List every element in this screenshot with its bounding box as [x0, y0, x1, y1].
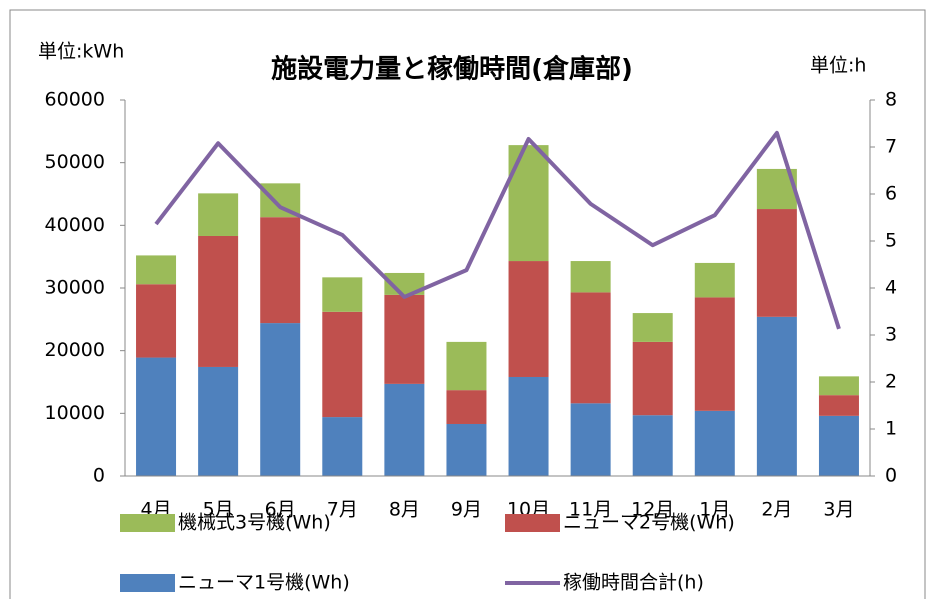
bar: [570, 292, 611, 404]
bar: [446, 390, 487, 424]
legend-swatch: [120, 574, 175, 592]
bar: [818, 395, 859, 416]
bar: [818, 376, 859, 396]
bar: [322, 417, 363, 476]
bar: [632, 415, 673, 476]
y-tick-label: 40000: [45, 214, 105, 236]
x-tick-label: 1月: [699, 499, 730, 521]
bar: [136, 357, 177, 476]
bar: [694, 410, 735, 476]
bar: [570, 261, 611, 293]
bar: [508, 376, 549, 476]
y-tick-label: 60000: [45, 89, 105, 111]
bar: [756, 316, 797, 476]
bar: [198, 235, 239, 367]
x-tick-label: 3月: [823, 499, 854, 521]
legend-label: ニューマ2号機(Wh): [563, 512, 735, 534]
x-tick-label: 9月: [451, 499, 482, 521]
bar: [508, 145, 549, 262]
y2-tick-label: 0: [885, 465, 897, 487]
y2-tick-label: 2: [885, 371, 897, 393]
y-tick-label: 50000: [45, 151, 105, 173]
x-tick-label: 6月: [265, 499, 296, 521]
bar: [260, 323, 301, 476]
bar: [446, 423, 487, 476]
y-axis-label: 単位:kWh: [38, 41, 124, 63]
legend-swatch: [120, 514, 175, 532]
bar: [756, 209, 797, 317]
bar: [260, 217, 301, 324]
bar: [136, 284, 177, 358]
x-tick-label: 11月: [569, 499, 612, 521]
line-series: [154, 130, 841, 330]
bar: [694, 262, 735, 298]
y-tick-label: 10000: [45, 402, 105, 424]
bar: [322, 277, 363, 312]
bar: [694, 297, 735, 411]
bar: [570, 403, 611, 476]
legend-swatch: [505, 514, 560, 532]
y-tick-label: 30000: [45, 277, 105, 299]
y-tick-label: 20000: [45, 339, 105, 361]
y2-tick-label: 4: [885, 277, 897, 299]
y2-tick-label: 1: [885, 418, 897, 440]
legend-label: 稼働時間合計(h): [563, 572, 704, 594]
x-tick-label: 7月: [327, 499, 358, 521]
bar: [198, 193, 239, 236]
bar: [198, 366, 239, 476]
x-tick-label: 12月: [631, 499, 674, 521]
bar: [384, 383, 425, 476]
y2-tick-label: 3: [885, 324, 897, 346]
bar: [446, 341, 487, 391]
bar: [818, 415, 859, 476]
bar: [384, 294, 425, 384]
y2-tick-label: 7: [885, 136, 897, 158]
y2-tick-label: 5: [885, 230, 897, 252]
x-tick-label: 2月: [761, 499, 792, 521]
legend-label: 機械式3号機(Wh): [178, 512, 331, 534]
y2-axis-label: 単位:h: [810, 55, 866, 77]
x-tick-label: 5月: [203, 499, 234, 521]
bar: [632, 313, 673, 342]
legend-label: ニューマ1号機(Wh): [178, 572, 350, 594]
y2-tick-label: 8: [885, 89, 897, 111]
bar: [632, 341, 673, 416]
y-tick-label: 0: [93, 465, 105, 487]
bar: [322, 311, 363, 418]
bar: [508, 261, 549, 377]
y2-tick-label: 6: [885, 183, 897, 205]
chart-title: 施設電力量と稼働時間(倉庫部): [271, 54, 633, 85]
x-tick-label: 8月: [389, 499, 420, 521]
bar: [136, 255, 177, 285]
